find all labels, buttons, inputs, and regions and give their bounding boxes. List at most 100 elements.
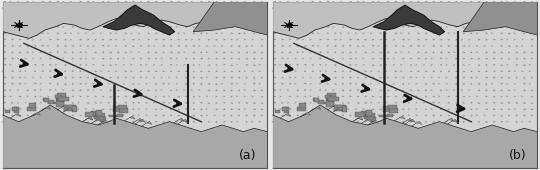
Polygon shape [83,117,93,122]
Polygon shape [132,118,143,123]
Bar [334,105,345,111]
Bar [282,107,287,111]
Bar [117,114,123,117]
Polygon shape [10,113,21,118]
Polygon shape [444,118,454,123]
Bar [55,102,64,104]
Polygon shape [368,120,378,125]
Bar [48,100,54,104]
Bar [387,114,393,117]
Polygon shape [361,118,372,124]
Bar [59,97,65,101]
Polygon shape [174,118,184,123]
Bar [29,103,36,108]
Polygon shape [273,105,537,168]
Polygon shape [448,119,458,124]
Bar [97,113,105,117]
Bar [94,115,103,119]
Polygon shape [310,106,321,111]
Polygon shape [30,112,40,117]
Bar [55,95,60,98]
Bar [96,114,104,120]
Polygon shape [125,116,135,121]
Bar [299,103,306,108]
Polygon shape [463,2,537,35]
Bar [285,107,289,113]
Bar [296,107,306,110]
Polygon shape [405,119,415,124]
Bar [364,115,373,119]
Text: (a): (a) [239,149,256,162]
Bar [314,98,319,102]
Bar [85,113,93,117]
Polygon shape [3,105,267,168]
Bar [56,101,64,107]
Polygon shape [280,113,291,118]
Polygon shape [83,117,93,122]
Polygon shape [411,121,422,126]
Bar [336,105,346,107]
Bar [72,106,77,112]
Bar [329,97,335,101]
Bar [326,96,330,100]
Bar [119,108,127,113]
Bar [389,108,397,113]
Polygon shape [62,108,73,113]
Bar [58,97,69,101]
Polygon shape [332,108,343,113]
Polygon shape [273,2,537,38]
Bar [355,113,363,117]
Polygon shape [103,5,175,35]
Bar [43,98,48,101]
Bar [366,110,372,116]
Bar [100,117,106,122]
Bar [388,105,397,109]
Polygon shape [353,117,363,122]
Bar [379,115,387,117]
Bar [275,110,280,113]
Polygon shape [91,118,102,124]
Bar [109,115,117,117]
Polygon shape [135,119,145,124]
Bar [327,94,336,100]
Polygon shape [328,105,339,110]
Bar [342,106,347,112]
Bar [15,107,19,113]
Bar [12,107,17,111]
Bar [118,105,127,109]
Bar [383,106,389,112]
Text: (b): (b) [509,149,526,162]
Polygon shape [300,112,310,117]
Bar [326,101,334,107]
Polygon shape [3,2,267,38]
Polygon shape [98,120,108,125]
Bar [313,98,318,101]
Polygon shape [402,118,413,123]
Polygon shape [395,116,405,121]
Bar [318,100,324,104]
Bar [56,96,60,100]
Polygon shape [373,5,444,35]
Polygon shape [178,119,188,124]
Bar [361,111,366,116]
Bar [26,107,36,110]
Bar [113,106,119,112]
Bar [370,117,376,122]
Bar [325,102,334,104]
Bar [91,111,96,116]
Bar [367,113,375,117]
Bar [328,97,339,101]
Bar [64,105,75,111]
Bar [44,98,49,102]
Polygon shape [353,117,363,122]
Bar [5,110,10,113]
Bar [325,95,330,98]
Polygon shape [193,2,267,35]
Bar [366,114,374,120]
Polygon shape [58,105,69,110]
Bar [57,94,66,100]
Bar [96,110,102,116]
Polygon shape [40,106,51,111]
Polygon shape [141,121,152,126]
Bar [66,105,76,107]
